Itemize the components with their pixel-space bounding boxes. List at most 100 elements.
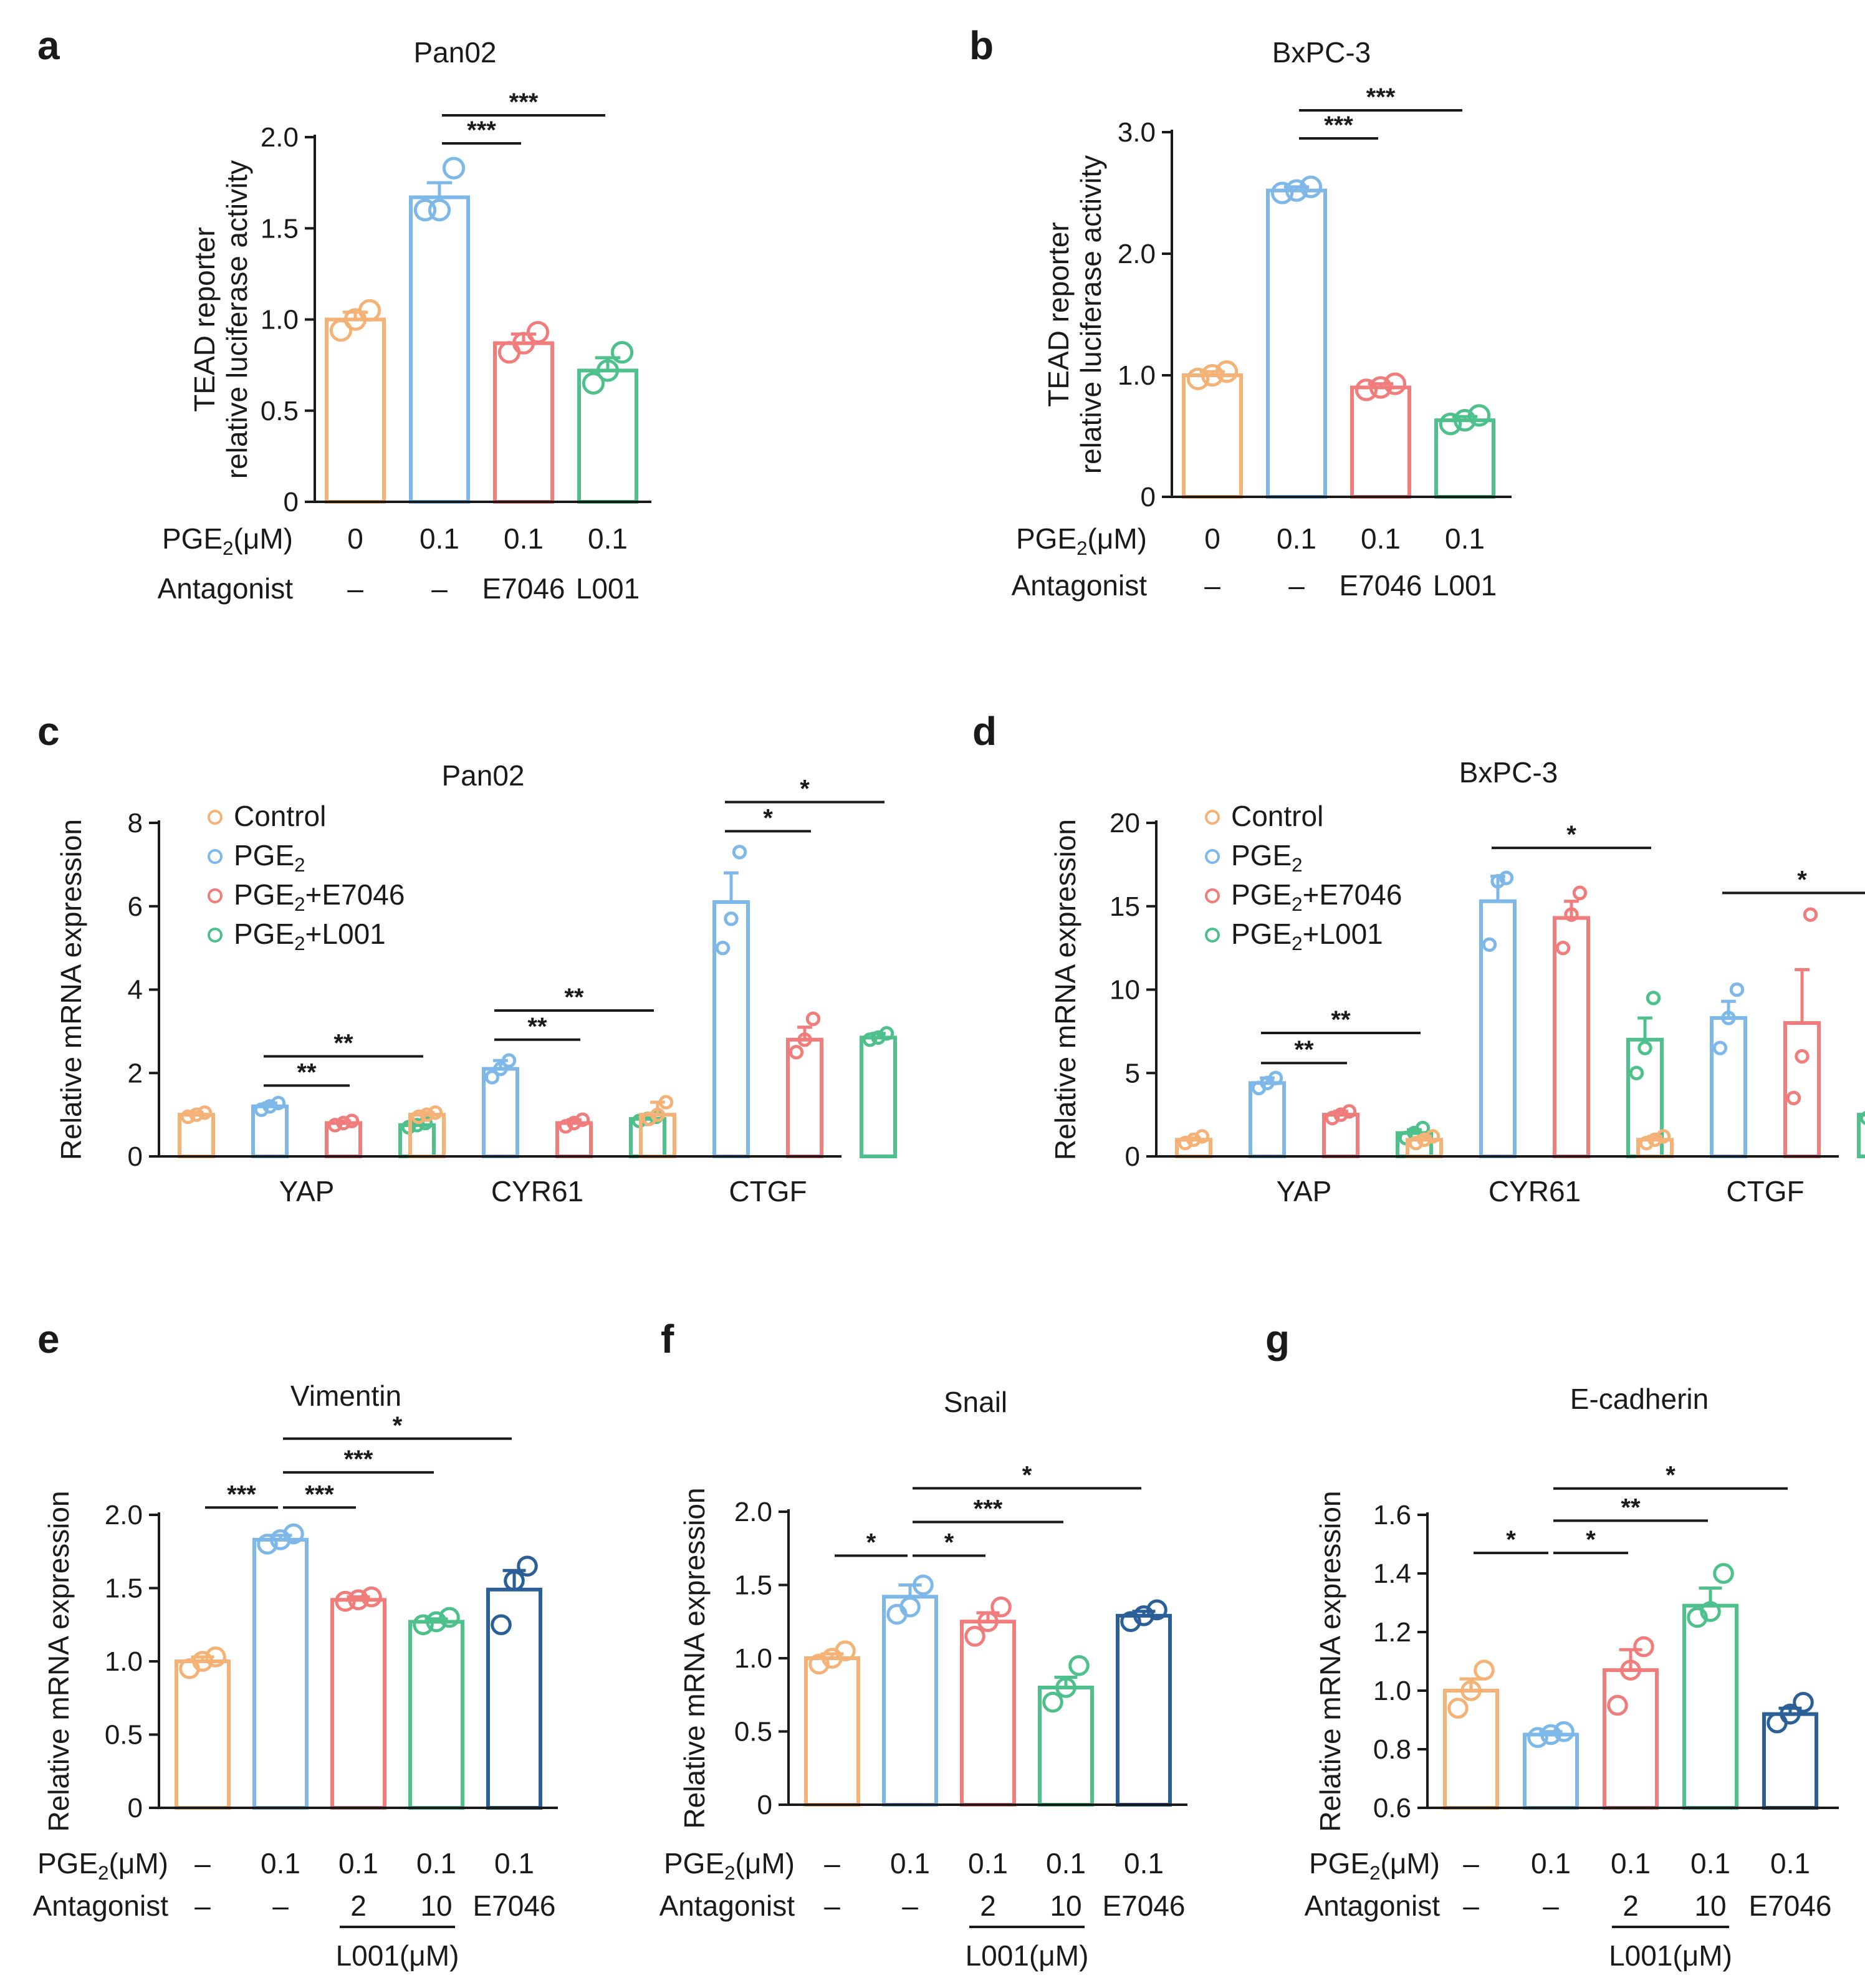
row-value: – bbox=[824, 1890, 840, 1922]
row-value: 10 bbox=[420, 1890, 452, 1922]
chart-panel-e: e Vimentin Relative mRNA expression 0 0.5 1.0… bbox=[33, 1317, 558, 1972]
bar-2-bar bbox=[1350, 385, 1411, 499]
comparison-0-significance-label: ** bbox=[1294, 1036, 1314, 1064]
bar-3-data-point bbox=[1068, 1654, 1090, 1676]
panel-label: g bbox=[1265, 1317, 1290, 1361]
row-value: – bbox=[1288, 569, 1305, 602]
group-2-bar-2-data-point bbox=[789, 1045, 804, 1060]
group-0-bar-2-data-point bbox=[344, 1113, 360, 1128]
y-tick-label: 1.4 bbox=[1373, 1558, 1411, 1589]
group-1-bar-3-data-point bbox=[1629, 1065, 1644, 1080]
comparison-1-significance-label: * bbox=[1586, 1526, 1596, 1553]
group-1-bar-3-data-point bbox=[1646, 991, 1661, 1006]
group-2-bar-0-data-point bbox=[658, 1095, 674, 1110]
group-2-bar-1-data-point bbox=[724, 911, 739, 926]
row-value: – bbox=[347, 572, 363, 605]
group-label: L001(μM) bbox=[966, 1939, 1089, 1972]
comparison-0-significance-label: ** bbox=[297, 1059, 317, 1086]
bar-4-bar bbox=[486, 1587, 542, 1810]
row-value: – bbox=[194, 1847, 211, 1880]
bar-2-data-point bbox=[526, 320, 550, 344]
bar-4-data-point bbox=[1133, 1605, 1154, 1626]
y-tick-label: 0 bbox=[1141, 482, 1156, 512]
row-value: 0.1 bbox=[494, 1847, 534, 1880]
bar-0-data-point bbox=[1215, 360, 1239, 383]
row-value: 10 bbox=[1694, 1890, 1726, 1922]
y-axis-label: Relative mRNA expression bbox=[1314, 1491, 1346, 1832]
legend-marker bbox=[1205, 810, 1220, 825]
y-tick-label: 0 bbox=[1125, 1141, 1140, 1172]
y-tick-label: 0.6 bbox=[1373, 1793, 1411, 1823]
row-value: E7046 bbox=[1102, 1890, 1185, 1922]
group-2-bar-1-bar bbox=[1710, 1016, 1747, 1158]
bar-2-bar bbox=[493, 341, 554, 504]
row-label: PGE2(μM) bbox=[664, 1847, 795, 1884]
bar-2-data-point bbox=[977, 1611, 999, 1633]
y-tick-label: 1.0 bbox=[1118, 360, 1156, 391]
group-0-bar-2-data-point bbox=[327, 1118, 343, 1133]
group-0-bar-0-data-point bbox=[197, 1105, 213, 1120]
group-2-bar-0-data-point bbox=[650, 1107, 665, 1122]
comparison-0-significance-label: * bbox=[866, 1529, 876, 1557]
row-value: 0.1 bbox=[890, 1847, 930, 1880]
row-value: 0.1 bbox=[1277, 522, 1316, 555]
chart-title: Vimentin bbox=[290, 1380, 401, 1412]
bar-1-data-point bbox=[1285, 179, 1308, 202]
chart-title: Snail bbox=[944, 1386, 1007, 1418]
row-label: PGE2(μM) bbox=[37, 1847, 168, 1884]
legend-marker bbox=[208, 928, 223, 943]
group-2-bar-3-data-point bbox=[1859, 1111, 1865, 1125]
y-tick-label: 8 bbox=[128, 808, 143, 838]
bar-0-data-point bbox=[1186, 367, 1210, 390]
legend-entry: Control bbox=[234, 800, 326, 832]
bar-0-data-point bbox=[358, 299, 381, 322]
group-0-bar-0-data-point bbox=[189, 1107, 204, 1122]
row-label: PGE2(μM) bbox=[162, 522, 293, 559]
group-1-bar-1-data-point bbox=[1498, 870, 1514, 885]
bar-2-data-point bbox=[361, 1586, 382, 1608]
comparison-1-significance-label: *** bbox=[305, 1481, 334, 1508]
y-tick-label: 0.5 bbox=[261, 396, 299, 426]
y-tick-label: 2.0 bbox=[734, 1497, 772, 1527]
row-value: 0.1 bbox=[420, 522, 459, 555]
bar-3-data-point bbox=[1453, 409, 1477, 432]
y-tick-label: 1.5 bbox=[261, 213, 299, 244]
chart-panel-g: g E-cadherin Relative mRNA expression 0.6 0.… bbox=[1265, 1317, 1839, 1972]
y-axis-label: Relative mRNA expression bbox=[1049, 819, 1081, 1160]
legend-marker bbox=[1205, 849, 1220, 864]
comparison-3-significance-label: ** bbox=[564, 984, 584, 1011]
bar-1-data-point bbox=[257, 1534, 278, 1555]
bar-3-data-point bbox=[596, 359, 620, 382]
legend-entry: PGE2 bbox=[234, 839, 305, 876]
bar-4-data-point bbox=[1767, 1712, 1788, 1734]
group-1-bar-0-data-point bbox=[1425, 1129, 1441, 1144]
panel-label: d bbox=[972, 709, 997, 754]
bar-2-data-point bbox=[1620, 1659, 1641, 1681]
row-value: E7046 bbox=[1748, 1890, 1831, 1922]
y-tick-label: 0.8 bbox=[1373, 1734, 1411, 1765]
row-label: Antagonist bbox=[659, 1890, 795, 1922]
panel-label: e bbox=[37, 1317, 60, 1361]
bar-0-bar bbox=[1443, 1689, 1499, 1810]
comparison-3-significance-label: * bbox=[1022, 1461, 1032, 1489]
group-2-bar-3-data-point bbox=[862, 1032, 878, 1047]
row-value: 0.1 bbox=[1124, 1847, 1164, 1880]
bar-3-data-point bbox=[1055, 1677, 1076, 1698]
row-value: – bbox=[194, 1890, 211, 1922]
row-value: 0.1 bbox=[416, 1847, 456, 1880]
y-tick-label: 0 bbox=[128, 1141, 143, 1172]
group-2-bar-1-data-point bbox=[732, 845, 747, 860]
legend-entry: PGE2+E7046 bbox=[1231, 878, 1402, 915]
bar-0-bar bbox=[175, 1659, 231, 1810]
y-tick-label: 3.0 bbox=[1118, 117, 1156, 148]
y-tick-label: 2 bbox=[128, 1058, 143, 1088]
group-0-bar-2-data-point bbox=[336, 1115, 351, 1131]
group-1-bar-2-data-point bbox=[1572, 885, 1588, 901]
bar-0-data-point bbox=[1460, 1680, 1482, 1701]
bar-0-data-point bbox=[835, 1640, 856, 1662]
bar-3-data-point bbox=[1687, 1606, 1708, 1628]
panel-label: b bbox=[969, 23, 994, 68]
group-2-bar-2-bar bbox=[1783, 1021, 1821, 1158]
row-value: 2 bbox=[1623, 1890, 1639, 1922]
chart-title: E-cadherin bbox=[1570, 1383, 1709, 1415]
